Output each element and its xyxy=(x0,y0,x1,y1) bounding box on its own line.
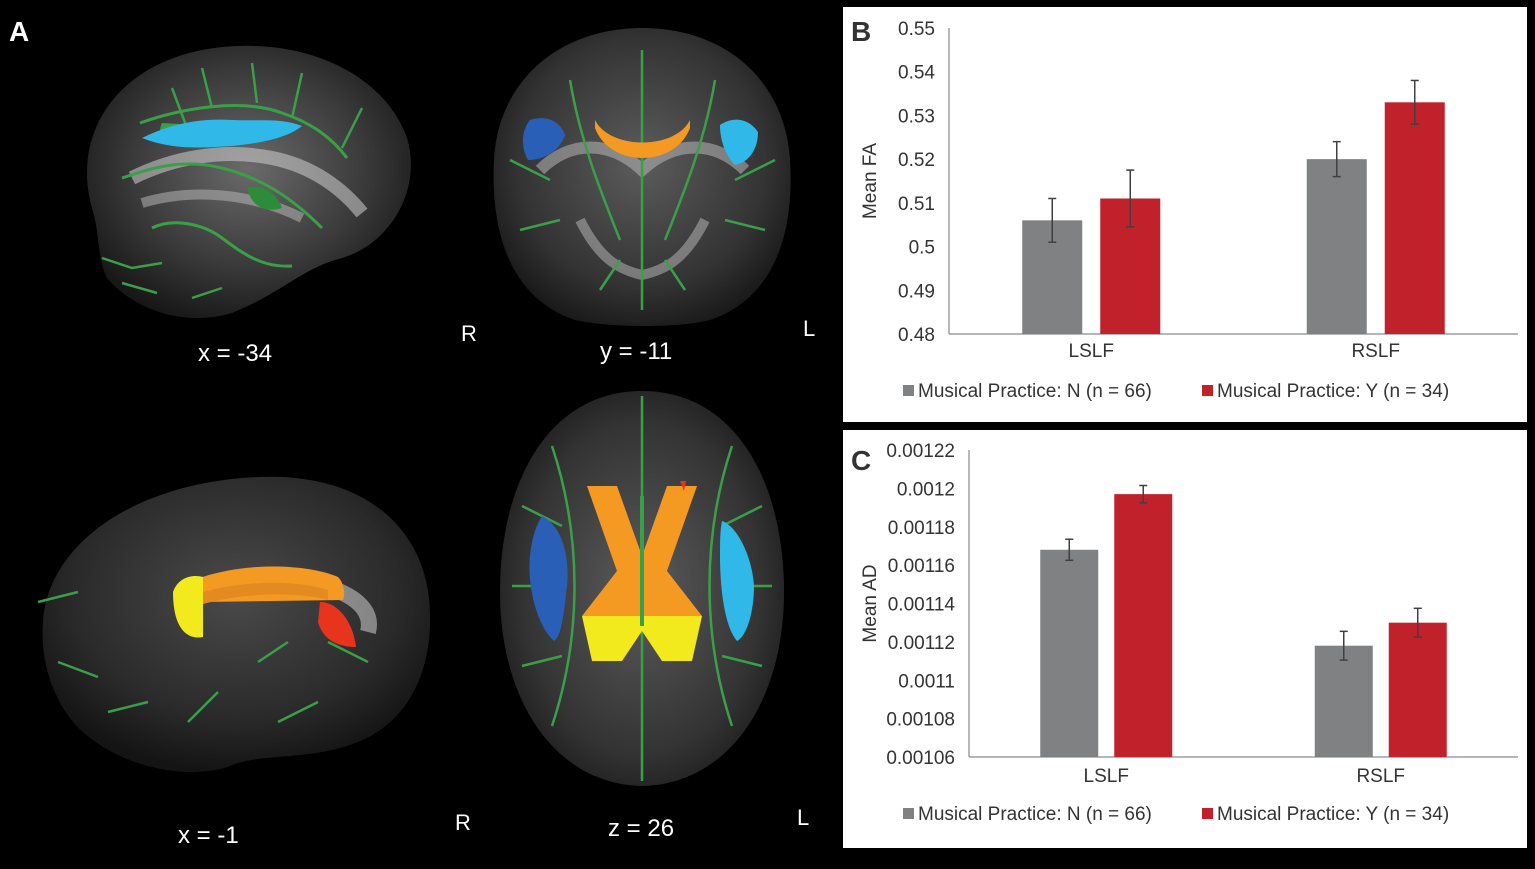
legend-label-y: Musical Practice: Y (n = 34) xyxy=(1217,381,1449,402)
orientation-label-left: R xyxy=(461,321,477,346)
panel-letter: C xyxy=(851,445,871,476)
y-tick-label: 0.55 xyxy=(898,19,935,40)
y-tick-label: 0.00106 xyxy=(886,748,955,769)
category-label: RSLF xyxy=(1351,341,1400,362)
legend-swatch-y xyxy=(1202,385,1213,396)
view-label-z-26: z = 26 xyxy=(608,815,675,842)
y-tick-label: 0.53 xyxy=(898,106,935,127)
y-tick-label: 0.52 xyxy=(898,150,935,171)
legend-label-n: Musical Practice: N (n = 66) xyxy=(918,381,1152,402)
y-tick-label: 0.00114 xyxy=(888,595,956,616)
view-label-y-11: y = -11 xyxy=(600,338,673,365)
y-tick-label: 0.49 xyxy=(898,281,935,302)
panel-a-letter: A xyxy=(9,16,30,47)
y-tick-label: 0.54 xyxy=(898,63,935,84)
y-tick-label: 0.0011 xyxy=(898,671,955,692)
y-tick-label: 0.51 xyxy=(898,194,935,215)
bar-y-rslf xyxy=(1388,622,1447,757)
bar-n-lslf xyxy=(1040,549,1099,757)
y-tick-label: 0.48 xyxy=(898,325,935,346)
y-tick-label: 0.00108 xyxy=(886,710,955,731)
y-axis-title: Mean AD xyxy=(860,564,881,642)
view-label-x-1: x = -1 xyxy=(178,822,239,849)
category-label: LSLF xyxy=(1069,341,1114,362)
bar-n-rslf xyxy=(1314,645,1373,757)
chart-b-svg: B 0.48 0.49 0.5 0.51 0.52 0.53 0.54 0.55 Mean FA L… xyxy=(851,16,1518,402)
bar-y-rslf xyxy=(1384,102,1445,334)
category-label: LSLF xyxy=(1084,766,1129,787)
y-tick-label: 0.5 xyxy=(909,238,935,259)
legend-label-n: Musical Practice: N (n = 66) xyxy=(918,804,1152,825)
bar-n-rslf xyxy=(1306,159,1367,334)
chart-panel-b: B 0.48 0.49 0.5 0.51 0.52 0.53 0.54 0.55 Mean FA L… xyxy=(843,7,1527,422)
legend-swatch-n xyxy=(903,808,914,819)
y-tick-label: 0.0012 xyxy=(897,479,955,500)
category-label: RSLF xyxy=(1356,766,1405,787)
y-tick-label: 0.00118 xyxy=(888,518,955,539)
chart-c-svg: C 0.00106 0.00108 0.0011 0.00112 0.00114 0.001… xyxy=(851,441,1518,825)
y-tick-label: 0.00116 xyxy=(888,556,955,577)
brain-slice-coronal xyxy=(480,20,805,330)
orientation-label-right-axial: L xyxy=(797,805,810,830)
brain-slice-sagittal-midline xyxy=(28,462,438,782)
chart-panel-c: C 0.00106 0.00108 0.0011 0.00112 0.00114 0.001… xyxy=(843,430,1527,848)
orientation-label-right: L xyxy=(803,316,816,341)
y-tick-label: 0.00112 xyxy=(888,633,955,654)
y-axis-title: Mean FA xyxy=(860,143,881,219)
bar-y-lslf xyxy=(1114,494,1173,757)
brain-slice-axial xyxy=(492,386,792,791)
panel-letter: B xyxy=(851,16,871,47)
legend-swatch-n xyxy=(903,385,914,396)
brain-slice-sagittal-lateral xyxy=(62,28,422,328)
legend-swatch-y xyxy=(1202,808,1213,819)
y-tick-label: 0.00122 xyxy=(886,441,955,462)
view-label-x-34: x = -34 xyxy=(198,340,273,367)
legend-label-y: Musical Practice: Y (n = 34) xyxy=(1217,804,1449,825)
orientation-label-left-axial: R xyxy=(455,810,471,835)
